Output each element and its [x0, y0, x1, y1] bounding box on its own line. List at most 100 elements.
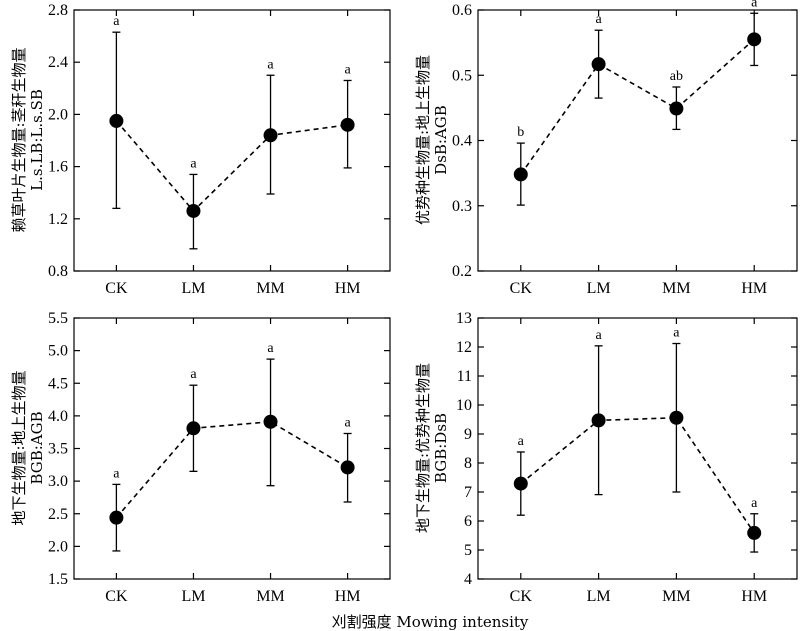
x-category-label: HM	[335, 280, 361, 297]
y-axis-label-line: 优势种生物量:地上生物量	[414, 55, 432, 225]
data-point	[263, 128, 278, 143]
y-axis-label: 地下生物量:地上生物量BGB:AGB	[10, 370, 46, 525]
y-tick-label: 2.4	[48, 54, 68, 71]
y-axis-label-line: 地下生物量:地上生物量	[10, 370, 28, 525]
series-line	[520, 416, 755, 534]
y-tick-label: 0.6	[452, 2, 472, 19]
y-tick-label: 9	[464, 426, 472, 443]
x-category-label: HM	[741, 280, 767, 297]
y-tick-label: 6	[464, 513, 472, 530]
y-axis-label-line: 赖草叶片生物量:茎秆生物量	[10, 47, 28, 232]
significance-label: a	[345, 415, 352, 430]
y-tick-label: 3.0	[48, 473, 68, 490]
y-tick-label: 1.6	[48, 159, 68, 176]
significance-label: a	[190, 367, 197, 382]
y-tick-label: 4.0	[48, 408, 68, 425]
significance-label: a	[267, 341, 274, 356]
y-axis-label-line: BGB:DsB	[432, 413, 450, 483]
data-point	[513, 167, 528, 182]
y-tick-label: 11	[457, 368, 472, 385]
plot-frame	[477, 9, 798, 272]
y-tick-label: 4	[464, 571, 472, 588]
significance-label: a	[345, 62, 352, 77]
x-category-label: MM	[662, 588, 690, 605]
y-axis-label: 地下生物量:优势种生物量BGB:DsB	[414, 363, 450, 533]
data-point	[109, 510, 124, 525]
x-axis-title: 刈割强度 Mowing intensity	[332, 613, 529, 631]
x-category-label: CK	[510, 280, 533, 297]
x-category-label: MM	[256, 280, 284, 297]
y-tick-label: 2.0	[48, 106, 68, 123]
significance-label: a	[751, 0, 758, 10]
significance-label: a	[518, 434, 525, 449]
significance-label: ab	[670, 69, 683, 84]
y-tick-label: 4.5	[48, 375, 68, 392]
y-tick-label: 7	[464, 484, 472, 501]
y-tick-label: 12	[456, 339, 472, 356]
chart-panel-3: 1.5 2.0 2.5 3.0 3.5 4.0 4.5 5.0 5.5 CK LM MM HM 地下生物量…	[10, 310, 391, 605]
y-tick-label: 2.5	[48, 506, 68, 523]
data-point	[186, 421, 201, 436]
data-point	[340, 460, 355, 475]
x-category-label: MM	[662, 280, 690, 297]
x-category-label: CK	[510, 588, 533, 605]
y-axis-label-line: BGB:AGB	[28, 411, 46, 484]
significance-label: a	[267, 57, 274, 72]
y-tick-label: 1.2	[48, 211, 68, 228]
y-axis-label-line: L.s.LB:L.s.SB	[28, 89, 46, 191]
x-category-label: LM	[181, 280, 205, 297]
plot-frame	[73, 317, 391, 580]
data-point	[263, 414, 278, 429]
x-category-label: CK	[105, 280, 128, 297]
x-category-label: LM	[587, 280, 611, 297]
significance-label: a	[595, 12, 602, 27]
panels: 0.81.21.62.02.42.8CK LM MM HM赖草叶片生物量:茎秆生物量L…	[10, 0, 798, 605]
y-axis-label: 优势种生物量:地上生物量DsB:AGB	[414, 55, 450, 225]
data-point	[340, 117, 355, 132]
data-point	[109, 113, 124, 128]
x-category-label: LM	[181, 588, 205, 605]
data-point	[513, 476, 528, 491]
data-point	[669, 101, 684, 116]
y-tick-label: 0.2	[452, 263, 472, 280]
significance-label: b	[517, 125, 524, 140]
y-tick-label: 0.4	[452, 133, 472, 150]
chart-panel-4: 4 5 6 7 8 9 10 11 12 13 CK LM MM HM 地下生物量:优势种生物量BGB:Ds…	[414, 310, 798, 605]
data-point	[591, 413, 606, 428]
y-axis-label-line: 地下生物量:优势种生物量	[414, 363, 432, 533]
series-line	[115, 420, 349, 519]
significance-label: a	[595, 328, 602, 343]
y-tick-label: 0.8	[48, 263, 68, 280]
data-point	[747, 32, 762, 47]
significance-label: a	[751, 496, 758, 511]
chart-panel-1: 0.8 1.2 1.6 2.0 2.4 2.8 CK LM MM HM 赖草叶片生物量:茎秆生物量L…	[10, 2, 391, 297]
y-tick-label: 8	[464, 455, 472, 472]
data-point	[186, 203, 201, 218]
plot-frame	[73, 9, 391, 272]
x-category-label: MM	[256, 588, 284, 605]
series-line	[520, 38, 755, 175]
plot-frame	[477, 317, 798, 580]
y-tick-label: 3.5	[48, 441, 68, 458]
significance-label: a	[673, 326, 680, 341]
y-tick-label: 0.5	[452, 67, 472, 84]
y-tick-label: 5.5	[48, 310, 68, 327]
y-tick-label: 13	[456, 310, 472, 327]
y-tick-label: 5	[464, 542, 472, 559]
significance-label: a	[190, 156, 197, 171]
x-category-label: HM	[741, 588, 767, 605]
x-category-label: LM	[587, 588, 611, 605]
y-axis-label: 赖草叶片生物量:茎秆生物量L.s.LB:L.s.SB	[10, 47, 46, 232]
series-line	[115, 120, 348, 213]
y-tick-label: 10	[456, 397, 472, 414]
y-tick-label: 2.8	[48, 2, 68, 19]
y-tick-label: 1.5	[48, 571, 68, 588]
y-tick-label: 2.0	[48, 538, 68, 555]
data-point	[747, 525, 762, 540]
y-axis-label-line: DsB:AGB	[432, 105, 450, 175]
chart-panel-2: 0.2 0.3 0.4 0.5 0.6 CK LM MM HM 优势种生物量:地上生物量DsB:A…	[414, 0, 798, 297]
x-category-label: CK	[105, 588, 128, 605]
x-category-label: HM	[335, 588, 361, 605]
y-tick-label: 0.3	[452, 198, 472, 215]
